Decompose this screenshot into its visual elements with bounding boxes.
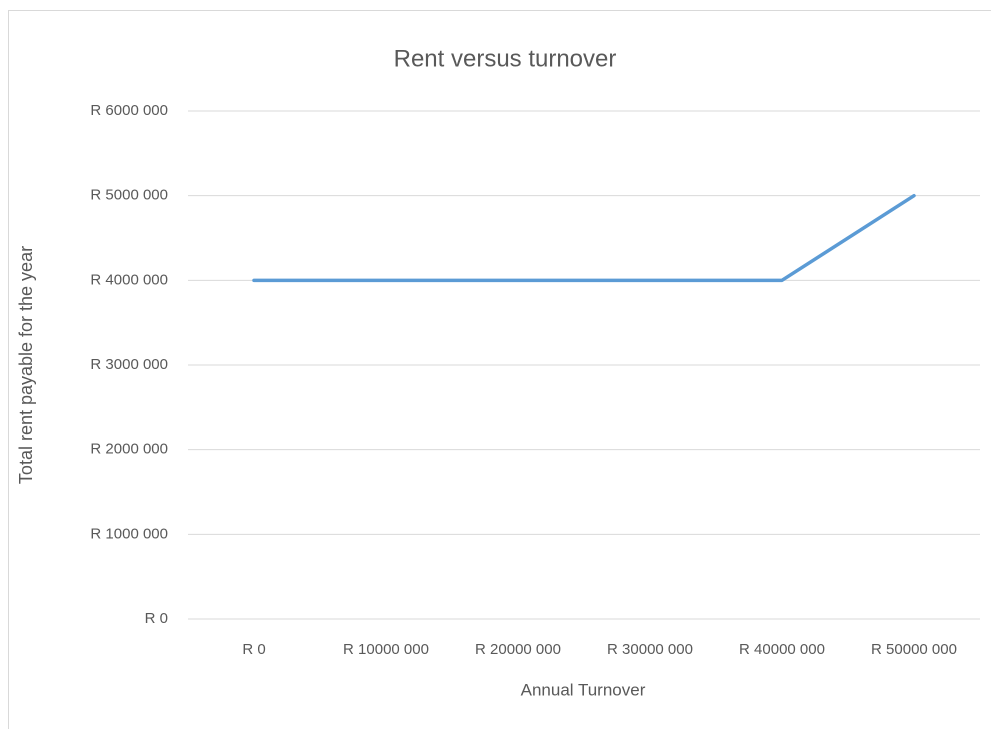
x-tick-label: R 50000 000 (871, 641, 957, 658)
y-tick-label: R 2000 000 (90, 441, 168, 458)
x-tick-label: R 0 (242, 641, 265, 658)
x-axis-label: Annual Turnover (521, 680, 646, 699)
y-tick-label: R 3000 000 (90, 356, 168, 373)
y-tick-label: R 6000 000 (90, 102, 168, 119)
y-axis-label: Total rent payable for the year (16, 246, 36, 484)
y-tick-label: R 5000 000 (90, 187, 168, 204)
x-tick-label: R 20000 000 (475, 641, 561, 658)
x-tick-label: R 40000 000 (739, 641, 825, 658)
y-tick-label: R 4000 000 (90, 271, 168, 288)
chart-frame (8, 10, 991, 729)
chart-title: Rent versus turnover (394, 45, 617, 72)
y-tick-label: R 0 (145, 610, 168, 627)
y-tick-label: R 1000 000 (90, 525, 168, 542)
x-tick-label: R 30000 000 (607, 641, 693, 658)
x-tick-label: R 10000 000 (343, 641, 429, 658)
data-line (252, 193, 916, 283)
